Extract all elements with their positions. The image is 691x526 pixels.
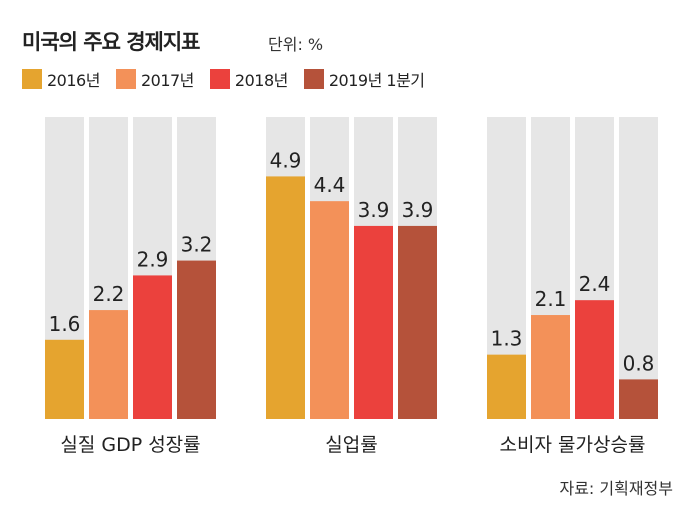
bar xyxy=(310,201,349,419)
legend-label: 2016년 xyxy=(47,71,100,90)
bar xyxy=(266,176,305,419)
legend-swatch xyxy=(209,69,230,89)
bar xyxy=(45,339,84,419)
legend-swatch xyxy=(303,69,324,89)
data-label: 0.8 xyxy=(623,351,655,375)
category-label: 소비자 물가상승률 xyxy=(500,434,646,456)
bar xyxy=(354,225,393,419)
data-label: 1.6 xyxy=(49,312,81,336)
bar xyxy=(487,354,526,419)
bar xyxy=(619,379,658,419)
legend-swatch xyxy=(115,69,136,89)
category-label: 실업률 xyxy=(325,434,377,456)
data-label: 1.3 xyxy=(491,327,523,351)
source-note: 자료: 기획재정부 xyxy=(559,479,673,498)
legend-item: 2018년 xyxy=(209,67,288,91)
data-label: 3.2 xyxy=(181,233,213,257)
data-label: 2.2 xyxy=(93,282,125,306)
legend-item: 2019년 1분기 xyxy=(303,67,425,91)
bar xyxy=(177,260,216,419)
data-label: 2.4 xyxy=(579,272,611,296)
legend-label: 2019년 1분기 xyxy=(328,71,425,90)
bar xyxy=(531,315,570,419)
legend-item: 2017년 xyxy=(115,67,194,91)
bar-background xyxy=(619,117,658,419)
legend: 2016년 2017년 2018년 2019년 1분기 xyxy=(22,64,441,94)
category-label: 실질 GDP 성장률 xyxy=(60,434,200,456)
bar xyxy=(398,225,437,419)
bar xyxy=(133,275,172,419)
data-label: 2.1 xyxy=(535,287,567,311)
data-label: 4.4 xyxy=(314,173,346,197)
chart-title: 미국의 주요 경제지표 xyxy=(22,30,201,54)
bar xyxy=(89,310,128,419)
legend-label: 2017년 xyxy=(140,71,194,90)
legend-label: 2018년 xyxy=(234,71,288,90)
legend-item: 2016년 xyxy=(22,67,100,91)
data-label: 3.9 xyxy=(358,198,390,222)
bar xyxy=(575,300,614,419)
legend-swatch xyxy=(22,69,42,89)
data-label: 4.9 xyxy=(270,148,302,172)
unit-label: 단위: % xyxy=(268,35,324,54)
data-label: 2.9 xyxy=(137,247,169,271)
data-label: 3.9 xyxy=(402,198,434,222)
